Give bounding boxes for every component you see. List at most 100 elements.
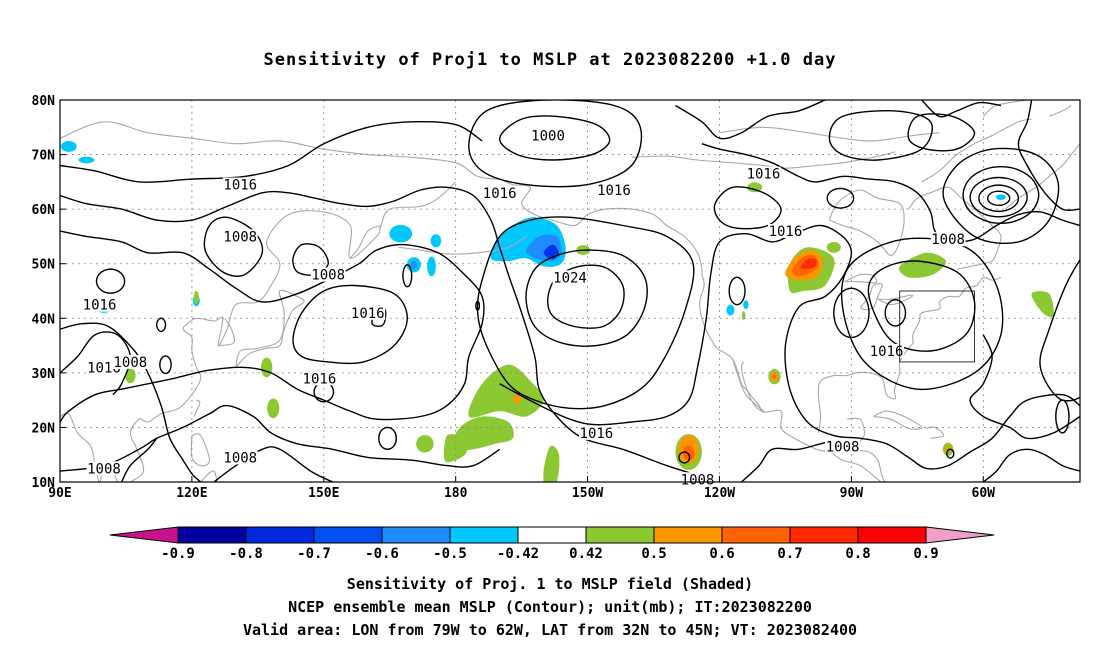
mslp-contour (60, 404, 501, 472)
contour-label-background (82, 297, 117, 312)
sensitivity-patch (826, 241, 841, 253)
colorbar-label: -0.8 (229, 546, 263, 562)
coastline (398, 235, 527, 255)
latitude-label: 50N (32, 258, 56, 273)
mslp-contour (675, 100, 826, 140)
colorbar-label: 0.5 (641, 546, 666, 562)
contour-label-background (825, 439, 860, 454)
contour-label-background (552, 270, 588, 285)
caption-contour: NCEP ensemble mean MSLP (Contour); unit(… (288, 598, 812, 616)
colorbar-swatch (313, 526, 383, 544)
colorbar-swatch (517, 526, 587, 544)
longitude-label: 180 (444, 486, 468, 501)
mslp-contour (678, 451, 691, 464)
coastline (193, 399, 201, 417)
sensitivity-patch (450, 416, 514, 452)
contour-label: 1008 (223, 229, 257, 245)
sensitivity-patch (747, 182, 763, 193)
colorbar-label: -0.6 (365, 546, 399, 562)
mslp-contour (476, 216, 695, 410)
longitude-label: 120W (704, 486, 735, 501)
mslp-contour (828, 109, 933, 161)
contour-label: 1016 (747, 167, 781, 183)
contour-label-background (930, 232, 966, 247)
mslp-contour (840, 237, 1004, 391)
sensitivity-patch (996, 194, 1006, 200)
contour-label: 1016 (87, 360, 121, 376)
coastline (873, 410, 923, 430)
mslp-contour (969, 176, 1028, 218)
map-frame (59, 99, 1081, 483)
longitude-label: 120E (176, 486, 207, 501)
colorbar: -0.9 -0.8 -0.7 -0.6 -0.5 -0.42 0.42 0.5 0.6 0.7 0.… (109, 526, 995, 562)
caption-valid-area: Valid area: LON from 79W to 62W, LAT fro… (242, 621, 858, 639)
coastline (1048, 105, 1072, 117)
mslp-contour (728, 276, 746, 306)
coastline (921, 118, 1032, 183)
sensitivity-patch (543, 445, 560, 482)
mslp-contour (213, 446, 333, 482)
colorbar-label: -0.42 (497, 546, 539, 562)
longitude-label: 90W (840, 486, 864, 501)
mslp-contour (1055, 399, 1070, 434)
contour-label: 1000 (531, 128, 565, 144)
sensitivity-patch (800, 258, 817, 269)
mslp-contour (468, 100, 643, 188)
mslp-contours (60, 100, 1080, 482)
contour-label-background (530, 128, 566, 143)
contour-label-background (746, 166, 781, 181)
colorbar-label: 0.8 (845, 546, 870, 562)
contour-label: 1016 (83, 298, 117, 314)
latitude-label: 10N (32, 476, 56, 491)
mslp-contour (921, 100, 1002, 118)
contour-label-background (112, 354, 148, 369)
sensitivity-patch (743, 300, 749, 310)
mslp-contour (499, 224, 1080, 470)
sensitivity-shading (60, 129, 1054, 482)
contour-label: 1008 (87, 461, 121, 477)
coastlines (60, 100, 1080, 482)
latitude-label: 70N (32, 149, 56, 164)
coastline (499, 178, 703, 275)
sensitivity-patch (260, 357, 273, 378)
longitude-label: 150E (308, 486, 339, 501)
colorbar-swatch (857, 526, 927, 544)
valid-area-box (899, 290, 975, 363)
grid-lines (60, 100, 1080, 482)
colorbar-swatch (585, 526, 655, 544)
mslp-contour (962, 165, 1040, 224)
sensitivity-patch (193, 291, 199, 305)
mslp-contour (907, 113, 976, 152)
mslp-contour (942, 147, 1060, 244)
mslp-contour (155, 317, 167, 333)
coastline (200, 470, 218, 482)
contour-label-background (768, 223, 803, 238)
mslp-contour (292, 284, 409, 365)
latitude-label: 80N (32, 94, 56, 109)
contour-label-background (301, 371, 337, 386)
contour-label-background (222, 450, 258, 465)
sensitivity-patch (267, 398, 280, 419)
coastline (349, 224, 382, 259)
colorbar-swatch (789, 526, 859, 544)
longitude-label: 150W (572, 486, 603, 501)
contour-label-background (869, 344, 904, 359)
mslp-contour (159, 355, 172, 375)
coastline (982, 100, 1028, 117)
contour-label: 1016 (769, 224, 803, 240)
colorbar-swatch (721, 526, 791, 544)
mslp-contour (378, 426, 398, 450)
contour-label: 1016 (223, 178, 257, 194)
latitude-label: 20N (32, 421, 56, 436)
mslp-contour (946, 448, 955, 459)
contour-label-background (578, 425, 614, 440)
mslp-contour (60, 120, 483, 183)
mslp-contour (498, 115, 611, 161)
mslp-contour (475, 300, 481, 311)
sensitivity-patch (898, 252, 947, 278)
sensitivity-patch (430, 234, 442, 248)
sensitivity-patch (389, 225, 413, 243)
mslp-contour (203, 216, 264, 277)
latitude-label: 60N (32, 203, 56, 218)
